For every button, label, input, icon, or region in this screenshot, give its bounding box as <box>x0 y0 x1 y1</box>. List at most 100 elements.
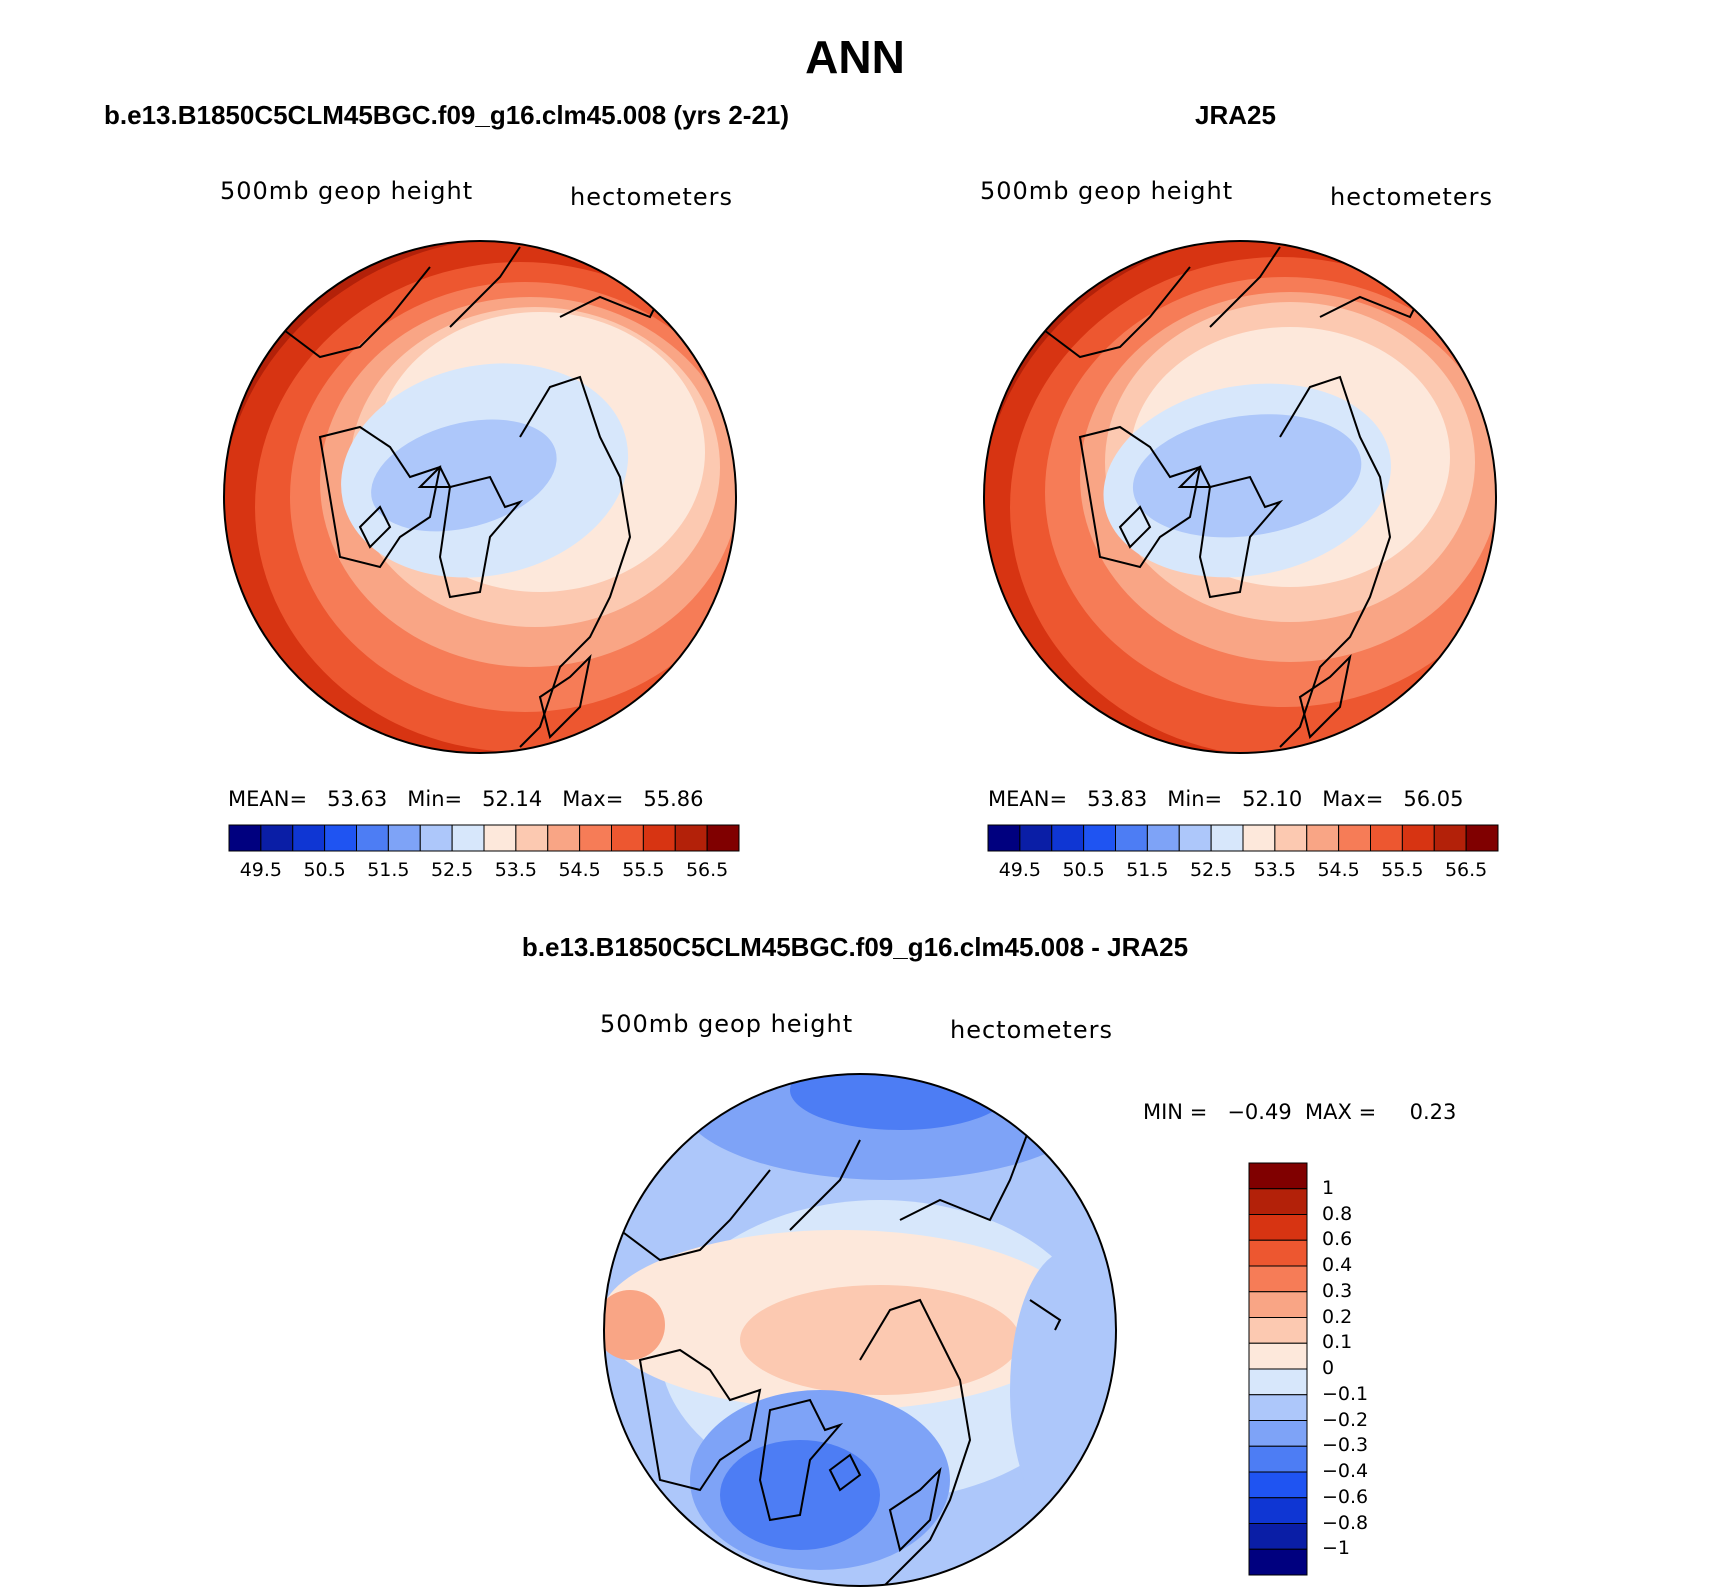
colorbar-swatch <box>1248 1188 1308 1215</box>
colorbar-swatch <box>1248 1420 1308 1447</box>
model-map <box>223 240 737 754</box>
colorbar-swatch <box>1248 1497 1308 1524</box>
colorbar-swatch <box>1248 1291 1308 1318</box>
colorbar-swatch <box>1306 824 1340 852</box>
max-label: MAX = <box>1305 1100 1377 1124</box>
colorbar-swatch <box>1248 1239 1308 1267</box>
model-variable-label: 500mb geop height <box>220 177 474 205</box>
diff-colorbar-ticks: 1 0.8 0.6 0.4 0.3 0.2 0.1 0 −0.1 −0.2 −0.3 −0.4 −0.6… <box>1322 1163 1382 1575</box>
colorbar-swatch <box>1248 1342 1308 1370</box>
colorbar-tick-label: −1 <box>1322 1537 1351 1560</box>
colorbar-tick-label: 53.5 <box>1253 859 1297 881</box>
colorbar-tick-label: 53.5 <box>494 859 538 881</box>
colorbar-swatch <box>1370 824 1403 852</box>
colorbar-tick-label: 1 <box>1322 1176 1335 1199</box>
colorbar-swatch <box>1178 824 1212 852</box>
colorbar-tick-label: −0.4 <box>1322 1460 1369 1482</box>
max-label: Max= <box>562 787 624 811</box>
max-label: Max= <box>1322 787 1384 811</box>
colorbar-swatch <box>1338 824 1371 852</box>
model-colorbar <box>228 824 740 852</box>
colorbar-tick-label: 54.5 <box>1317 859 1360 881</box>
min-label: Min= <box>407 787 463 811</box>
colorbar-swatch <box>1248 1368 1308 1396</box>
colorbar-tick-label: 0.2 <box>1322 1305 1353 1328</box>
colorbar-tick-label: 52.5 <box>430 859 474 881</box>
colorbar-swatch <box>1248 1523 1308 1550</box>
colorbar-swatch <box>1248 1317 1308 1344</box>
colorbar-tick-label: 0.6 <box>1322 1228 1353 1251</box>
colorbar-swatch <box>1248 1471 1308 1499</box>
colorbar-tick-label: −0.3 <box>1322 1434 1369 1457</box>
colorbar-tick-label: 0.8 <box>1322 1202 1353 1225</box>
obs-units-label: hectometers <box>1330 183 1493 211</box>
max-value: 56.05 <box>1403 787 1464 811</box>
colorbar-swatch <box>1210 824 1244 852</box>
colorbar-swatch <box>1019 824 1053 852</box>
model-stats: MEAN= 53.63 Min= 52.14 Max= 55.86 <box>228 787 703 811</box>
colorbar-swatch <box>987 824 1021 852</box>
colorbar-swatch <box>1248 1548 1308 1576</box>
colorbar-tick-label: 54.5 <box>558 859 601 881</box>
diff-units-label: hectometers <box>950 1016 1113 1044</box>
min-value: 52.14 <box>482 787 543 811</box>
colorbar-swatch <box>1248 1214 1308 1241</box>
colorbar-swatch <box>1115 824 1148 852</box>
min-value: 52.10 <box>1242 787 1303 811</box>
colorbar-tick-label: 0.4 <box>1322 1254 1353 1276</box>
model-units-label: hectometers <box>570 183 733 211</box>
colorbar-tick-label: 0.3 <box>1322 1279 1353 1302</box>
mean-value: 53.83 <box>1087 787 1148 811</box>
obs-colorbar-ticks: 49.5 50.5 51.5 52.5 53.5 54.5 55.5 56.5 <box>988 859 1498 883</box>
page-title: ANN <box>805 31 905 83</box>
colorbar-swatch <box>356 824 389 852</box>
colorbar-tick-label: −0.8 <box>1322 1511 1369 1534</box>
colorbar-swatch <box>706 824 740 852</box>
max-value: 55.86 <box>643 787 704 811</box>
model-panel-title: b.e13.B1850C5CLM45BGC.f09_g16.clm45.008 … <box>104 100 790 130</box>
min-value: −0.49 <box>1227 1100 1292 1124</box>
colorbar-tick-label: 50.5 <box>303 859 346 881</box>
colorbar-swatch <box>451 824 485 852</box>
colorbar-swatch <box>1146 824 1180 852</box>
max-value: 0.23 <box>1409 1100 1457 1124</box>
min-label: MIN = <box>1143 1100 1208 1124</box>
obs-panel-title: JRA25 <box>1195 100 1276 130</box>
colorbar-swatch <box>1051 824 1085 852</box>
colorbar-swatch <box>1465 824 1499 852</box>
colorbar-tick-label: 49.5 <box>998 859 1042 881</box>
diff-map <box>603 1073 1117 1587</box>
colorbar-tick-label: 55.5 <box>622 859 665 881</box>
colorbar-swatch <box>642 824 676 852</box>
colorbar-swatch <box>1248 1445 1308 1473</box>
obs-variable-label: 500mb geop height <box>980 177 1234 205</box>
obs-stats: MEAN= 53.83 Min= 52.10 Max= 56.05 <box>988 787 1463 811</box>
obs-map <box>983 240 1497 754</box>
colorbar-tick-label: 51.5 <box>1126 859 1169 881</box>
diff-stats: MIN = −0.49 MAX = 0.23 <box>1143 1100 1456 1124</box>
colorbar-swatch <box>547 824 581 852</box>
colorbar-swatch <box>1248 1162 1308 1190</box>
colorbar-tick-label: 49.5 <box>239 859 283 881</box>
colorbar-tick-label: −0.6 <box>1322 1485 1369 1508</box>
colorbar-swatch <box>1248 1265 1308 1293</box>
colorbar-swatch <box>324 824 357 852</box>
mean-label: MEAN= <box>228 787 308 811</box>
colorbar-swatch <box>483 824 517 852</box>
colorbar-swatch <box>1433 824 1467 852</box>
colorbar-tick-label: −0.2 <box>1322 1408 1369 1431</box>
colorbar-swatch <box>387 824 421 852</box>
colorbar-swatch <box>228 824 262 852</box>
colorbar-swatch <box>674 824 708 852</box>
model-colorbar-ticks: 49.5 50.5 51.5 52.5 53.5 54.5 55.5 56.5 <box>229 859 739 883</box>
colorbar-tick-label: −0.1 <box>1322 1382 1369 1405</box>
colorbar-swatch <box>260 824 294 852</box>
colorbar-swatch <box>1248 1394 1308 1421</box>
colorbar-tick-label: 0 <box>1322 1357 1335 1379</box>
colorbar-tick-label: 55.5 <box>1381 859 1424 881</box>
colorbar-swatch <box>1083 824 1116 852</box>
diff-panel-title: b.e13.B1850C5CLM45BGC.f09_g16.clm45.008 … <box>521 932 1189 962</box>
colorbar-swatch <box>1401 824 1435 852</box>
colorbar-swatch <box>579 824 612 852</box>
obs-colorbar <box>987 824 1499 852</box>
